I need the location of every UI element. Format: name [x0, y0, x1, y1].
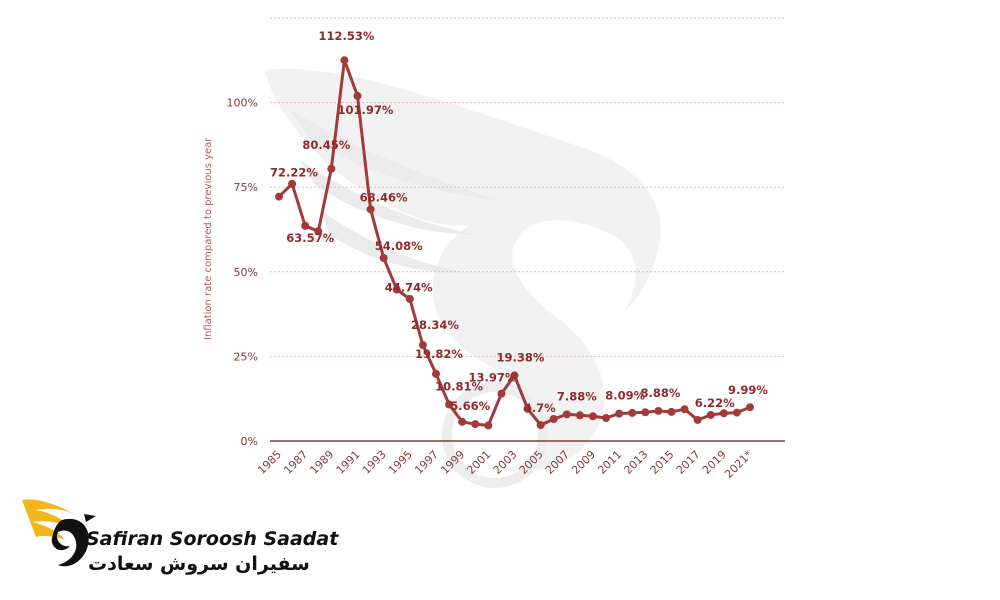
data-point — [327, 164, 336, 173]
data-label: 63.57% — [286, 231, 334, 245]
data-point — [445, 400, 454, 409]
data-point — [484, 421, 493, 430]
data-point — [301, 221, 310, 230]
y-tick-label: 0% — [241, 435, 258, 448]
data-point — [628, 408, 637, 417]
x-tick-label: 1995 — [386, 448, 415, 477]
data-point — [667, 407, 676, 416]
data-label: 28.34% — [411, 318, 459, 332]
x-tick-label: 2011 — [595, 448, 624, 477]
data-label: 13.97% — [468, 371, 516, 385]
brand-bird-icon — [22, 499, 96, 567]
data-point — [418, 341, 427, 350]
x-tick-label: 1989 — [307, 448, 336, 477]
data-point — [275, 192, 283, 201]
data-point — [379, 253, 388, 262]
data-point — [458, 417, 467, 426]
data-label: 112.53% — [318, 29, 374, 43]
data-point — [471, 420, 480, 429]
y-axis-label: Inflation rate compared to previous year — [203, 137, 214, 340]
data-point — [392, 285, 401, 294]
data-point — [432, 369, 440, 378]
brand-name-fa: سفیران سروش سعادت — [88, 553, 310, 575]
watermark-bird-logo — [265, 68, 661, 488]
data-label: 8.09% — [605, 389, 645, 403]
x-tick-label: 2015 — [648, 448, 677, 477]
data-point — [523, 404, 532, 413]
data-point — [536, 421, 545, 430]
data-point — [746, 403, 754, 412]
data-point — [575, 411, 584, 420]
data-point — [510, 371, 519, 380]
y-tick-label: 50% — [234, 266, 258, 279]
data-label: 6.22% — [695, 396, 735, 410]
data-point — [340, 56, 349, 65]
data-point — [693, 415, 702, 424]
data-point — [719, 409, 728, 418]
x-tick-label: 2013 — [621, 448, 650, 477]
data-label: 80.45% — [302, 138, 350, 152]
data-point — [353, 91, 362, 100]
y-tick-label: 25% — [234, 350, 258, 363]
y-tick-label: 100% — [227, 97, 258, 110]
data-label: 8.88% — [640, 386, 680, 400]
x-tick-label: 1985 — [255, 448, 284, 477]
data-point — [562, 410, 571, 419]
data-label: 5.66% — [450, 399, 490, 413]
data-label: 10.81% — [435, 379, 483, 393]
data-label: 72.22% — [270, 166, 318, 180]
data-point — [732, 408, 741, 417]
data-label: 9.99% — [728, 383, 768, 397]
data-label: 68.46% — [360, 190, 408, 204]
data-label: 54.08% — [375, 239, 423, 253]
data-label: 19.82% — [415, 347, 463, 361]
data-label: 19.38% — [497, 350, 545, 364]
data-point — [497, 389, 506, 398]
data-point — [288, 179, 297, 188]
x-tick-label: 1993 — [360, 448, 389, 477]
x-tick-label: 1991 — [334, 448, 363, 477]
x-tick-label: 1997 — [412, 448, 441, 477]
data-point — [602, 413, 611, 422]
data-point — [549, 415, 558, 424]
data-label: 4.7% — [524, 401, 556, 415]
y-tick-label: 75% — [234, 181, 258, 194]
data-point — [615, 409, 624, 418]
data-label: 7.88% — [557, 389, 597, 403]
x-tick-label: 1987 — [281, 448, 310, 477]
data-label: 44.74% — [385, 281, 433, 295]
data-point — [641, 408, 650, 417]
x-tick-label: 2017 — [674, 448, 703, 477]
x-tick-label: 2021* — [722, 448, 755, 481]
brand-name-en: Safiran Soroosh Saadat — [86, 528, 339, 550]
x-tick-label: 2001 — [464, 448, 493, 477]
data-point — [680, 405, 689, 414]
data-point — [706, 410, 715, 419]
data-label: 101.97% — [338, 103, 394, 117]
data-point — [405, 294, 414, 303]
data-point — [314, 227, 323, 236]
data-point — [366, 205, 375, 214]
data-point — [654, 406, 663, 415]
data-point — [589, 412, 597, 421]
x-tick-label: 2003 — [491, 448, 520, 477]
